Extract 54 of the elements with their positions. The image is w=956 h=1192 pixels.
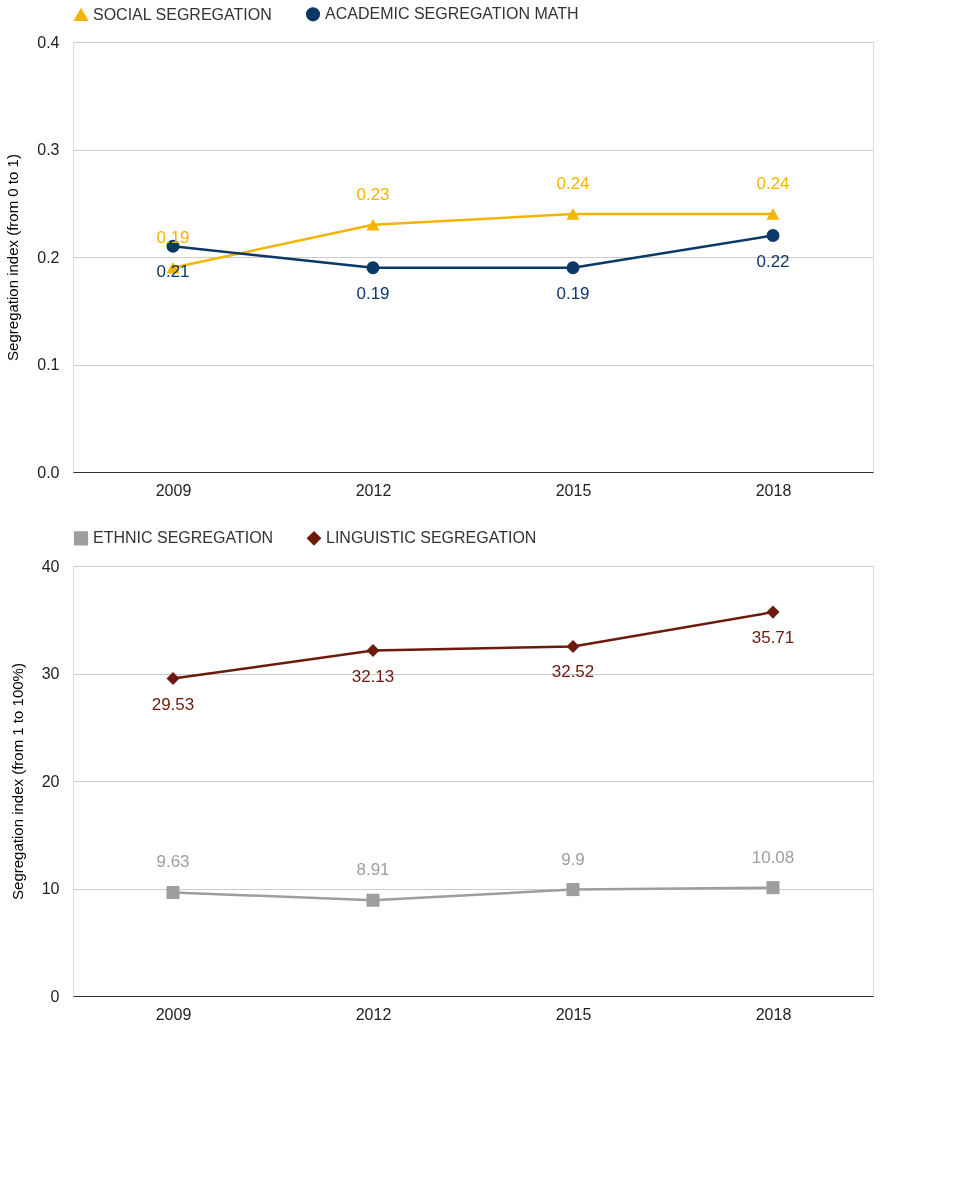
x-tick-label: 2012	[355, 481, 392, 499]
point	[566, 208, 580, 220]
legend-label: LINGUISTIC SEGREGATION	[326, 529, 537, 547]
point	[566, 883, 580, 897]
data-label: 0.23	[356, 184, 390, 204]
point	[766, 208, 780, 220]
x-tick-label: 2009	[155, 481, 192, 499]
data-label: 0.19	[356, 283, 390, 303]
x-tick-label: 2012	[355, 1005, 392, 1023]
y-tick-label: 0.0	[37, 463, 60, 481]
data-label: 35.71	[751, 628, 795, 648]
x-tick-label: 2015	[555, 1005, 592, 1023]
data-label: 0.24	[556, 174, 590, 193]
data-label: 0.19	[556, 283, 590, 303]
point	[366, 219, 380, 231]
y-tick-label: 0.2	[37, 248, 60, 266]
point	[566, 261, 580, 275]
point	[766, 881, 780, 895]
data-label: 32.52	[551, 662, 595, 682]
point	[366, 261, 380, 275]
point	[766, 605, 780, 619]
y-tick-label: 30	[41, 665, 60, 682]
data-label: 0.24	[756, 174, 790, 193]
legend-label: SOCIAL SEGREGATION	[93, 5, 272, 23]
point	[766, 228, 780, 243]
data-label: 0.19	[156, 227, 190, 247]
y-axis-title: Segregation index (from 0 to 1)	[4, 154, 22, 361]
data-label: 9.9	[561, 849, 585, 869]
y-tick-label: 0.3	[37, 141, 60, 158]
point	[166, 672, 180, 686]
y-tick-label: 10	[41, 880, 60, 897]
y-tick-label: 40	[41, 557, 60, 575]
x-tick-label: 2018	[755, 481, 792, 499]
data-label: 9.63	[156, 852, 190, 872]
point	[366, 644, 380, 658]
y-axis-title: Segregation index (from 1 to 100%)	[8, 663, 26, 900]
point	[366, 893, 380, 907]
x-tick-label: 2015	[555, 481, 592, 499]
y-tick-label: 20	[41, 772, 60, 790]
legend-label: ACADEMIC SEGREGATION MATH	[325, 5, 579, 23]
data-label: 32.13	[351, 666, 395, 686]
point	[566, 639, 580, 653]
y-tick-label: 0	[50, 987, 60, 1005]
data-label: 0.21	[156, 262, 190, 282]
data-label: 29.53	[151, 694, 195, 714]
y-tick-label: 0.1	[37, 356, 60, 373]
data-label: 0.22	[756, 251, 790, 271]
x-tick-label: 2018	[755, 1005, 792, 1023]
y-tick-label: 0.4	[37, 33, 60, 51]
data-label: 8.91	[356, 860, 390, 880]
x-tick-label: 2009	[155, 1005, 192, 1023]
point	[166, 885, 180, 899]
legend-label: ETHNIC SEGREGATION	[93, 529, 274, 547]
data-label: 10.08	[751, 847, 795, 867]
